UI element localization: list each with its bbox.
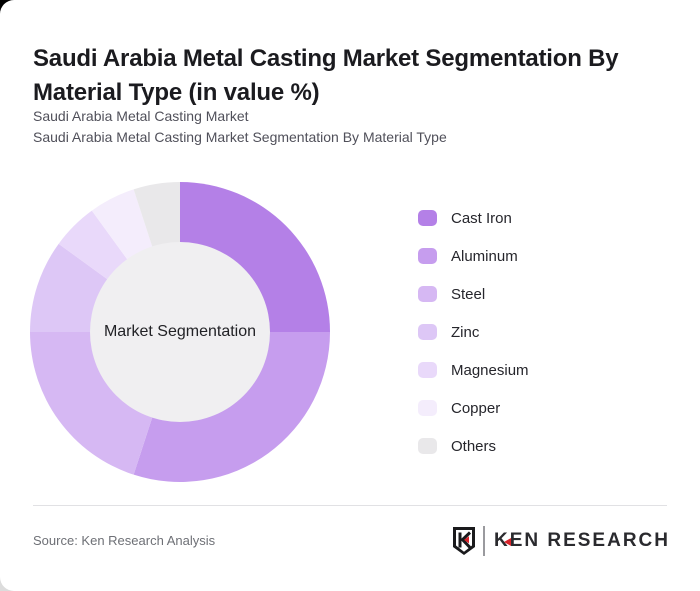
legend-swatch-aluminum <box>418 248 437 264</box>
subtitle-line-1: Saudi Arabia Metal Casting Market <box>33 108 249 124</box>
legend-label: Cast Iron <box>451 209 512 227</box>
legend-item-others[interactable]: Others <box>418 437 529 455</box>
legend-swatch-zinc <box>418 324 437 340</box>
legend-item-aluminum[interactable]: Aluminum <box>418 247 529 265</box>
legend-item-copper[interactable]: Copper <box>418 399 529 417</box>
donut-chart: Market Segmentation <box>30 182 330 482</box>
legend-label: Aluminum <box>451 247 518 265</box>
subtitle-block: Saudi Arabia Metal Casting Market Saudi … <box>33 106 447 148</box>
ken-research-logo: K EN RESEARCH <box>452 524 670 558</box>
donut-center-circle <box>90 242 270 422</box>
legend-swatch-cast-iron <box>418 210 437 226</box>
legend-item-cast-iron[interactable]: Cast Iron <box>418 209 529 227</box>
legend-swatch-others <box>418 438 437 454</box>
subtitle-line-2: Saudi Arabia Metal Casting Market Segmen… <box>33 129 447 145</box>
legend-item-steel[interactable]: Steel <box>418 285 529 303</box>
logo-red-triangle-icon <box>503 538 511 547</box>
ken-research-shield-icon <box>452 527 475 555</box>
legend-item-zinc[interactable]: Zinc <box>418 323 529 341</box>
legend-swatch-copper <box>418 400 437 416</box>
logo-divider-bar <box>482 526 485 556</box>
chart-legend: Cast Iron Aluminum Steel Zinc Magnesium … <box>418 209 529 455</box>
source-attribution: Source: Ken Research Analysis <box>33 533 216 548</box>
legend-label: Magnesium <box>451 361 529 379</box>
legend-swatch-steel <box>418 286 437 302</box>
page-title: Saudi Arabia Metal Casting Market Segmen… <box>33 45 619 107</box>
logo-wordmark: K EN RESEARCH <box>494 530 670 552</box>
legend-label: Others <box>451 437 497 455</box>
legend-label: Zinc <box>451 323 480 341</box>
donut-svg <box>30 182 330 482</box>
logo-wordmark-rest: EN RESEARCH <box>509 530 670 551</box>
legend-label: Copper <box>451 399 501 417</box>
legend-label: Steel <box>451 285 486 303</box>
footer-divider <box>33 505 667 506</box>
legend-swatch-magnesium <box>418 362 437 378</box>
legend-item-magnesium[interactable]: Magnesium <box>418 361 529 379</box>
logo-k-letter: K <box>493 530 511 551</box>
